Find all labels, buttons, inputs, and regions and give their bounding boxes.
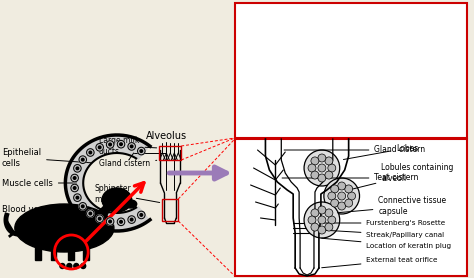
Ellipse shape <box>102 188 132 212</box>
Circle shape <box>76 167 79 170</box>
Text: Sphincter
muscle: Sphincter muscle <box>94 184 160 204</box>
Circle shape <box>318 174 326 182</box>
Text: Teat cistern: Teat cistern <box>282 173 419 182</box>
Ellipse shape <box>15 204 114 252</box>
Polygon shape <box>94 203 114 220</box>
Circle shape <box>67 264 72 269</box>
Circle shape <box>325 223 333 231</box>
Circle shape <box>71 174 78 182</box>
Circle shape <box>60 264 65 269</box>
Circle shape <box>308 164 316 172</box>
Circle shape <box>109 143 111 146</box>
Circle shape <box>81 264 86 269</box>
Text: Location of keratin plug: Location of keratin plug <box>322 238 452 249</box>
Circle shape <box>324 178 360 214</box>
Circle shape <box>311 171 319 179</box>
Circle shape <box>318 216 326 224</box>
Circle shape <box>140 214 143 216</box>
Polygon shape <box>65 135 150 231</box>
Circle shape <box>328 216 336 224</box>
Circle shape <box>331 199 338 207</box>
Circle shape <box>140 150 143 152</box>
Circle shape <box>318 206 326 214</box>
Circle shape <box>130 145 133 148</box>
Circle shape <box>82 205 84 208</box>
Circle shape <box>308 216 316 224</box>
Circle shape <box>311 157 319 165</box>
Circle shape <box>87 149 94 156</box>
Text: Connective tissue
capsule: Connective tissue capsule <box>337 196 447 216</box>
Circle shape <box>96 143 103 151</box>
Text: External teat orifice: External teat orifice <box>322 257 438 268</box>
Circle shape <box>325 171 333 179</box>
Circle shape <box>311 223 319 231</box>
Bar <box>235 139 466 276</box>
Circle shape <box>109 220 111 223</box>
Bar <box>235 3 466 138</box>
Circle shape <box>130 218 133 221</box>
Circle shape <box>82 158 84 161</box>
Circle shape <box>338 202 346 210</box>
Text: Gland cistern: Gland cistern <box>99 160 157 168</box>
Circle shape <box>318 154 326 162</box>
Text: Lobes: Lobes <box>344 143 419 160</box>
Circle shape <box>325 157 333 165</box>
Bar <box>35 228 41 260</box>
Circle shape <box>89 151 91 154</box>
Circle shape <box>318 226 326 234</box>
Circle shape <box>79 156 87 163</box>
Bar <box>159 146 181 160</box>
Text: Blood vessels: Blood vessels <box>2 205 101 215</box>
Bar <box>51 228 56 260</box>
Text: Gland cistern: Gland cistern <box>284 145 426 155</box>
Bar <box>83 228 89 260</box>
Text: Furstenberg's Rosette: Furstenberg's Rosette <box>324 220 446 226</box>
Circle shape <box>73 194 81 202</box>
Circle shape <box>96 215 103 222</box>
Circle shape <box>318 164 326 172</box>
Circle shape <box>338 192 346 200</box>
Circle shape <box>328 164 336 172</box>
Circle shape <box>117 218 125 226</box>
Circle shape <box>325 209 333 217</box>
Circle shape <box>89 212 91 215</box>
Text: Streak/Papillary canal: Streak/Papillary canal <box>324 230 445 238</box>
Circle shape <box>311 209 319 217</box>
Circle shape <box>128 216 136 224</box>
Text: Lobules containing
alveoli: Lobules containing alveoli <box>351 163 454 189</box>
Circle shape <box>79 203 87 210</box>
Bar <box>68 228 74 260</box>
Bar <box>163 199 178 221</box>
Circle shape <box>347 192 356 200</box>
Circle shape <box>87 210 94 217</box>
Circle shape <box>328 192 336 200</box>
Circle shape <box>128 143 136 150</box>
Text: Alveolus: Alveolus <box>146 131 187 141</box>
Text: Muscle cells: Muscle cells <box>2 178 76 187</box>
Circle shape <box>73 165 81 172</box>
Circle shape <box>106 141 114 148</box>
Circle shape <box>304 150 340 186</box>
Circle shape <box>304 202 340 238</box>
Circle shape <box>137 211 145 219</box>
Circle shape <box>76 196 79 199</box>
Circle shape <box>345 199 353 207</box>
Circle shape <box>120 220 122 223</box>
Circle shape <box>73 187 76 189</box>
Circle shape <box>73 177 76 179</box>
Circle shape <box>331 185 338 193</box>
Circle shape <box>99 146 101 149</box>
Circle shape <box>338 182 346 190</box>
Ellipse shape <box>125 200 137 208</box>
Circle shape <box>117 140 125 148</box>
Circle shape <box>137 147 145 155</box>
Circle shape <box>120 143 122 145</box>
Text: Epithelial
cells: Epithelial cells <box>2 148 91 168</box>
Circle shape <box>106 218 114 225</box>
Circle shape <box>99 217 101 220</box>
Circle shape <box>345 185 353 193</box>
Text: Large milk
ducts: Large milk ducts <box>99 136 157 156</box>
Circle shape <box>71 184 78 192</box>
Circle shape <box>74 264 79 269</box>
